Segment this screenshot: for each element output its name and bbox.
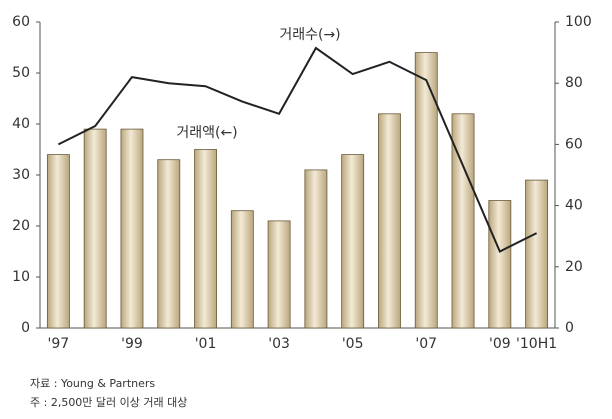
y-tick-label: 60 [12, 14, 30, 30]
x-tick-label: '07 [415, 336, 437, 352]
bar [194, 149, 217, 329]
y2-tick-label: 0 [565, 320, 574, 336]
y-tick-label: 10 [12, 269, 30, 285]
bar [157, 159, 181, 329]
note: 주 : 2,500만 달러 이상 거래 대상 [30, 396, 187, 409]
bar [414, 52, 438, 329]
y-tick-label: 0 [21, 320, 30, 336]
bar [230, 210, 254, 329]
x-tick-label: '99 [121, 336, 143, 352]
x-tick-label: '97 [48, 336, 70, 352]
bar [451, 113, 475, 329]
y-tick-label: 30 [12, 167, 30, 183]
series-label: 거래액(←) [176, 125, 237, 141]
note: 자료 : Young & Partners [30, 377, 155, 390]
x-tick-label: '03 [268, 336, 290, 352]
line [57, 46, 538, 253]
x-tick-label: '09 [489, 336, 511, 352]
y-tick-label: 20 [12, 218, 30, 234]
bar [46, 154, 70, 329]
bar [525, 179, 549, 329]
y-tick-label: 40 [12, 116, 30, 132]
bar [120, 128, 144, 329]
bar [83, 128, 107, 329]
y2-tick-label: 20 [565, 259, 583, 275]
y-tick-label: 50 [12, 65, 30, 81]
bar [378, 113, 401, 329]
x-tick-label: '05 [342, 336, 364, 352]
bar [267, 220, 291, 329]
y2-tick-label: 40 [565, 198, 583, 214]
y2-tick-label: 60 [565, 136, 583, 152]
bar [341, 154, 365, 329]
bar [304, 169, 328, 329]
x-tick-label: '10H1 [516, 336, 557, 352]
series-label: 거래수(→) [279, 27, 340, 43]
x-tick-label: '01 [195, 336, 217, 352]
y2-tick-label: 100 [565, 14, 592, 30]
bar [488, 200, 512, 329]
y2-tick-label: 80 [565, 75, 583, 91]
